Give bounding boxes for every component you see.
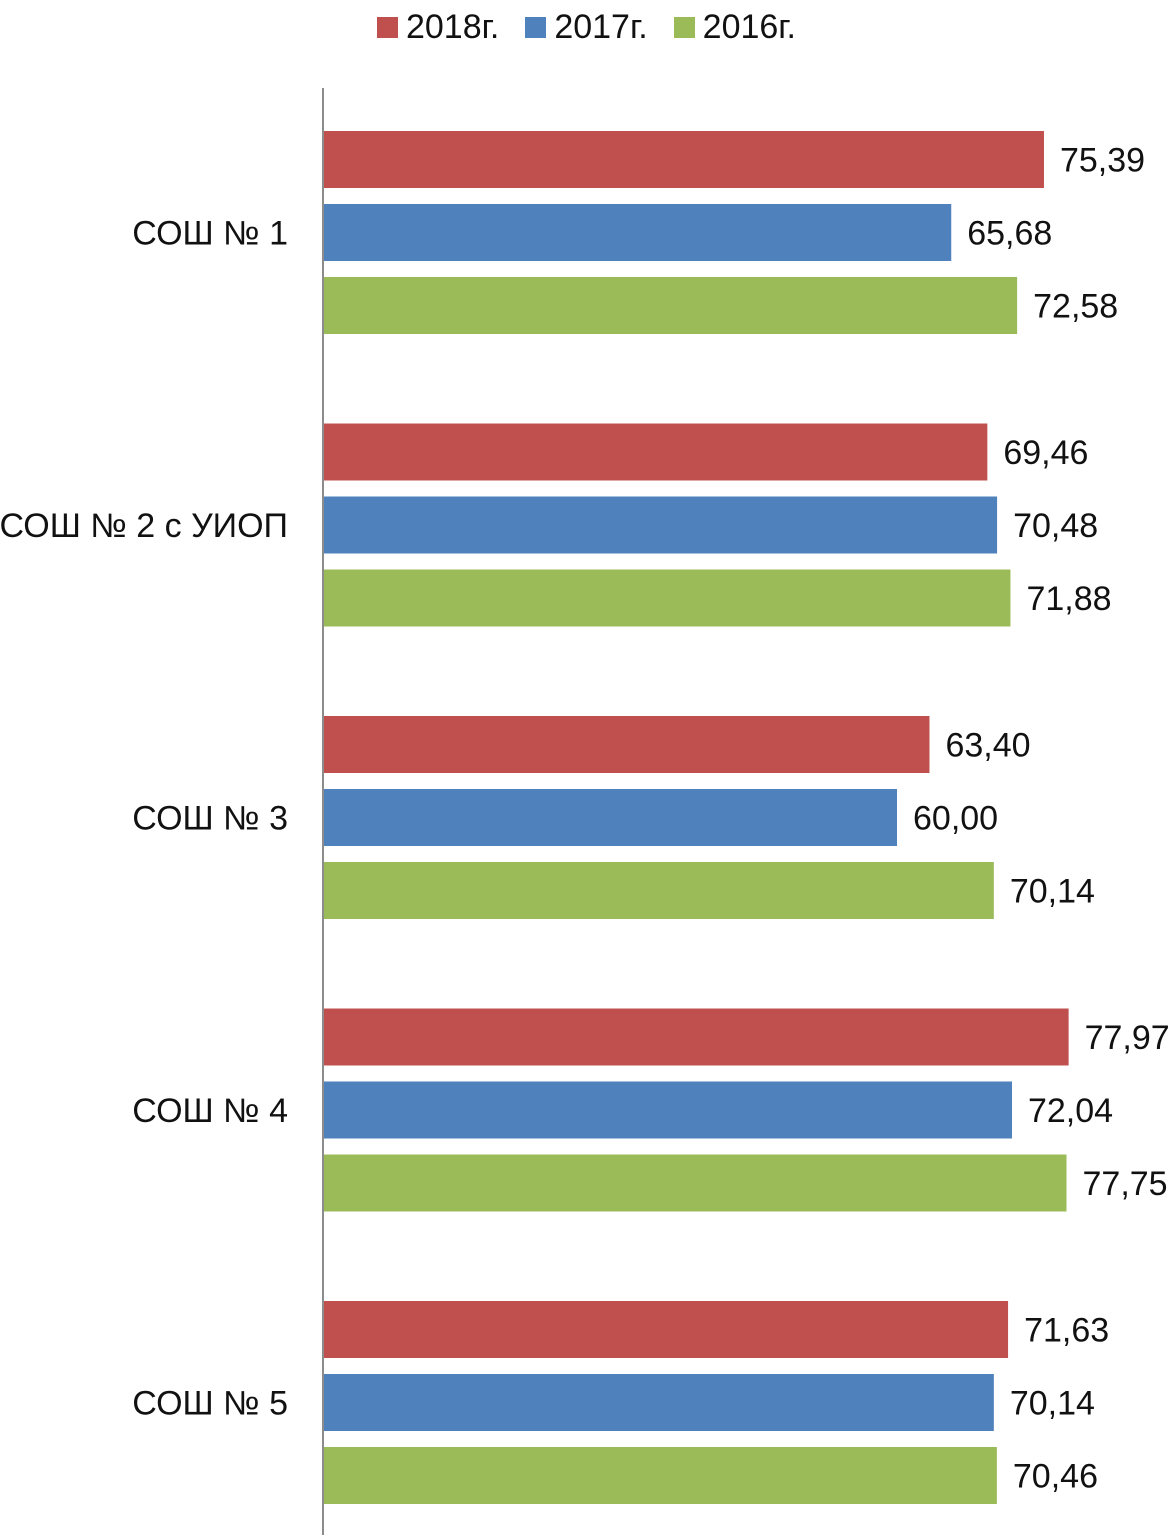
- value-label-3-2017: 60,00: [913, 800, 998, 838]
- value-label-4-2016: 77,75: [1083, 1165, 1168, 1203]
- bar-2-2018: [324, 424, 987, 481]
- category-label-4: СОШ № 4: [132, 1092, 288, 1130]
- value-label-5-2017: 70,14: [1010, 1385, 1095, 1423]
- bar-1-2018: [324, 131, 1044, 188]
- bar-2-2016: [324, 570, 1010, 627]
- category-label-2: СОШ № 2 с УИОП: [0, 507, 288, 545]
- value-label-2-2017: 70,48: [1013, 507, 1098, 545]
- bar-5-2016: [324, 1447, 997, 1504]
- value-label-2-2016: 71,88: [1026, 580, 1111, 618]
- value-label-5-2018: 71,63: [1024, 1312, 1109, 1350]
- bar-3-2017: [324, 789, 897, 846]
- value-label-1-2018: 75,39: [1060, 142, 1145, 180]
- bar-3-2016: [324, 862, 994, 919]
- value-label-5-2016: 70,46: [1013, 1458, 1098, 1496]
- category-labels: СОШ № 1 СОШ № 2 с УИОП СОШ № 3 СОШ № 4 СОШ №…: [0, 215, 288, 1423]
- value-label-1-2017: 65,68: [967, 215, 1052, 253]
- category-label-5: СОШ № 5: [132, 1385, 288, 1423]
- bar-4-2018: [324, 1009, 1069, 1066]
- category-label-1: СОШ № 1: [132, 215, 288, 253]
- bar-5-2017: [324, 1374, 994, 1431]
- bar-1-2016: [324, 277, 1017, 334]
- category-label-3: СОШ № 3: [132, 800, 288, 838]
- value-label-4-2018: 77,97: [1085, 1019, 1170, 1057]
- value-label-4-2017: 72,04: [1028, 1092, 1113, 1130]
- bar-5-2018: [324, 1301, 1008, 1358]
- bar-4-2016: [324, 1155, 1067, 1212]
- value-label-2-2018: 69,46: [1003, 434, 1088, 472]
- value-label-1-2016: 72,58: [1033, 288, 1118, 326]
- bar-4-2017: [324, 1082, 1012, 1139]
- bar-3-2018: [324, 716, 929, 773]
- value-label-3-2018: 63,40: [945, 727, 1030, 765]
- bar-1-2017: [324, 204, 951, 261]
- value-label-3-2016: 70,14: [1010, 873, 1095, 911]
- bar-2-2017: [324, 497, 997, 554]
